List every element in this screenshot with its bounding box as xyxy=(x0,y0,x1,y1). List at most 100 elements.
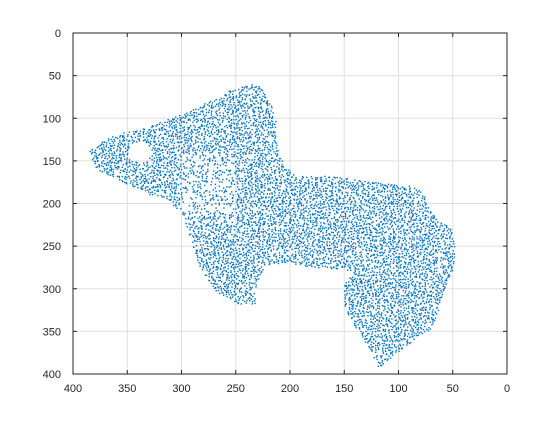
scatter-point xyxy=(196,133,197,134)
scatter-point xyxy=(373,236,374,237)
scatter-point xyxy=(242,89,243,90)
scatter-point xyxy=(119,155,120,156)
scatter-point xyxy=(134,134,135,135)
scatter-point xyxy=(394,184,395,185)
scatter-point xyxy=(219,136,220,137)
scatter-point xyxy=(376,220,377,221)
scatter-point xyxy=(253,255,254,256)
scatter-point xyxy=(119,177,120,178)
scatter-point xyxy=(178,204,179,205)
scatter-point xyxy=(231,114,232,115)
scatter-point xyxy=(265,113,266,114)
scatter-point xyxy=(172,133,173,134)
scatter-point xyxy=(194,204,195,205)
scatter-point xyxy=(145,176,146,177)
scatter-point xyxy=(126,164,127,165)
scatter-point xyxy=(108,138,109,139)
scatter-point xyxy=(249,246,250,247)
scatter-point xyxy=(400,227,401,228)
scatter-point xyxy=(245,212,246,213)
scatter-point xyxy=(448,260,449,261)
scatter-point xyxy=(271,259,272,260)
scatter-point xyxy=(276,142,277,143)
scatter-point xyxy=(255,192,256,193)
scatter-point xyxy=(112,145,113,146)
scatter-point xyxy=(357,229,358,230)
scatter-point xyxy=(192,148,193,149)
scatter-point xyxy=(209,235,210,236)
scatter-point xyxy=(295,234,296,235)
scatter-point xyxy=(247,219,248,220)
scatter-point xyxy=(124,182,125,183)
scatter-point xyxy=(262,171,263,172)
scatter-point xyxy=(219,203,220,204)
scatter-point xyxy=(236,156,237,157)
scatter-point xyxy=(411,231,412,232)
scatter-point xyxy=(223,233,224,234)
scatter-point xyxy=(207,145,208,146)
scatter-point xyxy=(346,223,347,224)
scatter-point xyxy=(262,161,263,162)
scatter-point xyxy=(411,212,412,213)
scatter-point xyxy=(246,199,247,200)
scatter-point xyxy=(203,181,204,182)
scatter-point xyxy=(244,99,245,100)
scatter-point xyxy=(200,249,201,250)
scatter-point xyxy=(223,118,224,119)
scatter-point xyxy=(308,236,309,237)
scatter-point xyxy=(137,136,138,137)
scatter-point xyxy=(282,235,283,236)
scatter-point xyxy=(227,108,228,109)
scatter-point xyxy=(181,192,182,193)
scatter-point xyxy=(212,121,213,122)
scatter-point xyxy=(247,105,248,106)
scatter-point xyxy=(344,248,345,249)
scatter-point xyxy=(243,218,244,219)
scatter-point xyxy=(206,144,207,145)
scatter-point xyxy=(399,192,400,193)
scatter-point xyxy=(117,166,118,167)
scatter-point xyxy=(143,184,144,185)
scatter-point xyxy=(177,118,178,119)
scatter-point xyxy=(333,245,334,246)
scatter-point xyxy=(164,185,165,186)
scatter-point xyxy=(238,195,239,196)
scatter-point xyxy=(380,185,381,186)
scatter-point xyxy=(374,261,375,262)
scatter-point xyxy=(188,138,189,139)
scatter-point xyxy=(194,206,195,207)
scatter-point xyxy=(405,211,406,212)
scatter-point xyxy=(423,251,424,252)
scatter-point xyxy=(249,242,250,243)
scatter-point xyxy=(231,182,232,183)
scatter-point xyxy=(225,116,226,117)
scatter-point xyxy=(240,202,241,203)
scatter-point xyxy=(270,220,271,221)
scatter-point xyxy=(224,222,225,223)
scatter-point xyxy=(204,158,205,159)
scatter-point xyxy=(362,198,363,199)
scatter-point xyxy=(255,115,256,116)
scatter-point xyxy=(260,153,261,154)
scatter-point xyxy=(207,104,208,105)
scatter-point xyxy=(247,228,248,229)
scatter-point xyxy=(272,172,273,173)
scatter-point xyxy=(219,102,220,103)
scatter-point xyxy=(343,253,344,254)
scatter-point xyxy=(170,141,171,142)
scatter-point xyxy=(420,220,421,221)
scatter-point xyxy=(210,222,211,223)
scatter-point xyxy=(323,222,324,223)
scatter-point xyxy=(202,174,203,175)
scatter-point xyxy=(180,159,181,160)
scatter-point xyxy=(244,103,245,104)
scatter-point xyxy=(320,251,321,252)
scatter-point xyxy=(114,165,115,166)
scatter-point xyxy=(426,238,427,239)
scatter-point xyxy=(303,177,304,178)
scatter-point xyxy=(237,157,238,158)
scatter-point xyxy=(433,260,434,261)
scatter-point xyxy=(244,231,245,232)
scatter-point xyxy=(152,147,153,148)
scatter-point xyxy=(159,161,160,162)
